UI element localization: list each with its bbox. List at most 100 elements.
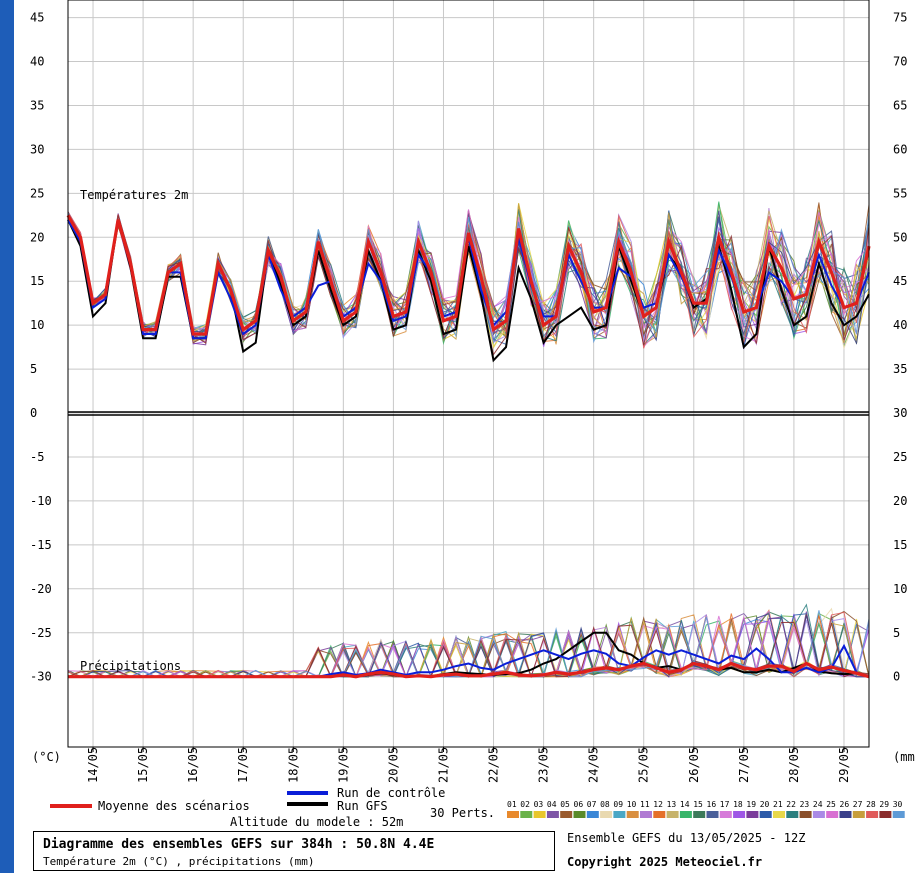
member-number: 15 [693,800,703,809]
copyright: Copyright 2025 Meteociel.fr [567,855,763,869]
member-swatch [507,811,519,818]
date-tick-label: 29/05 [837,747,851,783]
mean-precip-line [68,661,870,679]
precipitation-panel-label: Précipitations [80,659,181,673]
member-swatch [586,811,599,818]
right-tick-label: 70 [893,55,907,69]
left-tick-label: 15 [30,274,44,288]
date-tick-label: 21/05 [436,747,450,783]
member-swatch [560,811,573,818]
left-tick-label: -15 [30,538,52,552]
legend-control-label: Run de contrôle [337,786,446,800]
left-tick-label: 0 [30,406,37,420]
member-swatch [520,811,533,818]
date-tick-label: 23/05 [537,747,551,783]
right-tick-label: 50 [893,230,907,244]
member-number: 25 [826,800,836,809]
member-number: 04 [547,800,557,809]
date-tick-label: 14/05 [86,747,100,783]
series-layer [66,201,871,679]
left-tick-label: 25 [30,186,44,200]
member-swatch [666,811,679,818]
member-swatch [733,811,746,818]
date-tick-label: 27/05 [737,747,751,783]
left-tick-label: 10 [30,318,44,332]
member-swatch [653,811,666,818]
member-number: 13 [667,800,677,809]
right-tick-label: 65 [893,98,907,112]
member-swatch [839,811,852,818]
member-number: 27 [853,800,863,809]
member-number: 26 [840,800,850,809]
member-swatch [719,811,732,818]
right-tick-label: 35 [893,362,907,376]
left-tick-label: 35 [30,98,44,112]
member-swatch [879,811,892,818]
member-number: 10 [627,800,637,809]
member-swatch [613,811,626,818]
member-swatch [786,811,799,818]
date-tick-label: 17/05 [236,747,250,783]
date-tick-label: 22/05 [487,747,501,783]
member-number: 12 [653,800,663,809]
member-swatch [892,811,905,818]
member-swatch [693,811,706,818]
date-tick-label: 18/05 [286,747,300,783]
date-tick-label: 28/05 [787,747,801,783]
member-number: 17 [720,800,730,809]
date-tick-label: 19/05 [336,747,350,783]
plot-frame [67,0,870,748]
member-swatch [746,811,759,818]
date-tick-label: 20/05 [386,747,400,783]
left-tick-label: 30 [30,142,44,156]
member-number: 30 [893,800,903,809]
member-number: 19 [746,800,756,809]
date-tick-label: 15/05 [136,747,150,783]
member-number: 23 [800,800,810,809]
member-number: 05 [560,800,570,809]
member-temp-line [67,211,870,344]
run-info: Ensemble GEFS du 13/05/2025 - 12Z [567,831,806,845]
member-swatch [866,811,879,818]
grid-layer [68,0,869,747]
right-tick-label: 75 [893,11,907,25]
member-number: 03 [534,800,544,809]
member-swatch [600,811,613,818]
member-number: 02 [520,800,530,809]
date-tick-label: 24/05 [587,747,601,783]
right-tick-label: 0 [893,670,900,684]
left-border-strip [0,0,14,873]
left-tick-label: -30 [30,670,52,684]
altitude-label: Altitude du modele : 52m [230,815,404,829]
member-swatch [826,811,839,818]
right-tick-label: 15 [893,538,907,552]
left-tick-label: 45 [30,11,44,25]
member-swatch [626,811,639,818]
right-tick-label: 20 [893,494,907,508]
right-tick-label: 60 [893,142,907,156]
chart-subtitle: Température 2m (°C) , précipitations (mm… [43,855,315,868]
member-swatch [799,811,812,818]
date-tick-label: 25/05 [637,747,651,783]
right-tick-label: 30 [893,406,907,420]
legend-perts-label: 30 Perts. [430,806,496,820]
right-tick-label: 10 [893,582,907,596]
right-tick-label: 55 [893,186,907,200]
right-axis-unit: (mm) [893,750,915,764]
member-number: 20 [760,800,770,809]
member-swatch [812,811,825,818]
left-tick-label: -25 [30,626,52,640]
right-tick-label: 45 [893,274,907,288]
temperature-panel-label: Températures 2m [80,188,188,202]
right-tick-label: 5 [893,626,900,640]
member-swatch [759,811,772,818]
member-number: 11 [640,800,650,809]
member-number: 07 [587,800,597,809]
date-tick-label: 26/05 [687,747,701,783]
date-tick-label: 16/05 [186,747,200,783]
title-box: Diagramme des ensembles GEFS sur 384h : … [33,831,555,871]
member-swatch [573,811,586,818]
left-tick-label: 40 [30,55,44,69]
member-number: 22 [786,800,796,809]
